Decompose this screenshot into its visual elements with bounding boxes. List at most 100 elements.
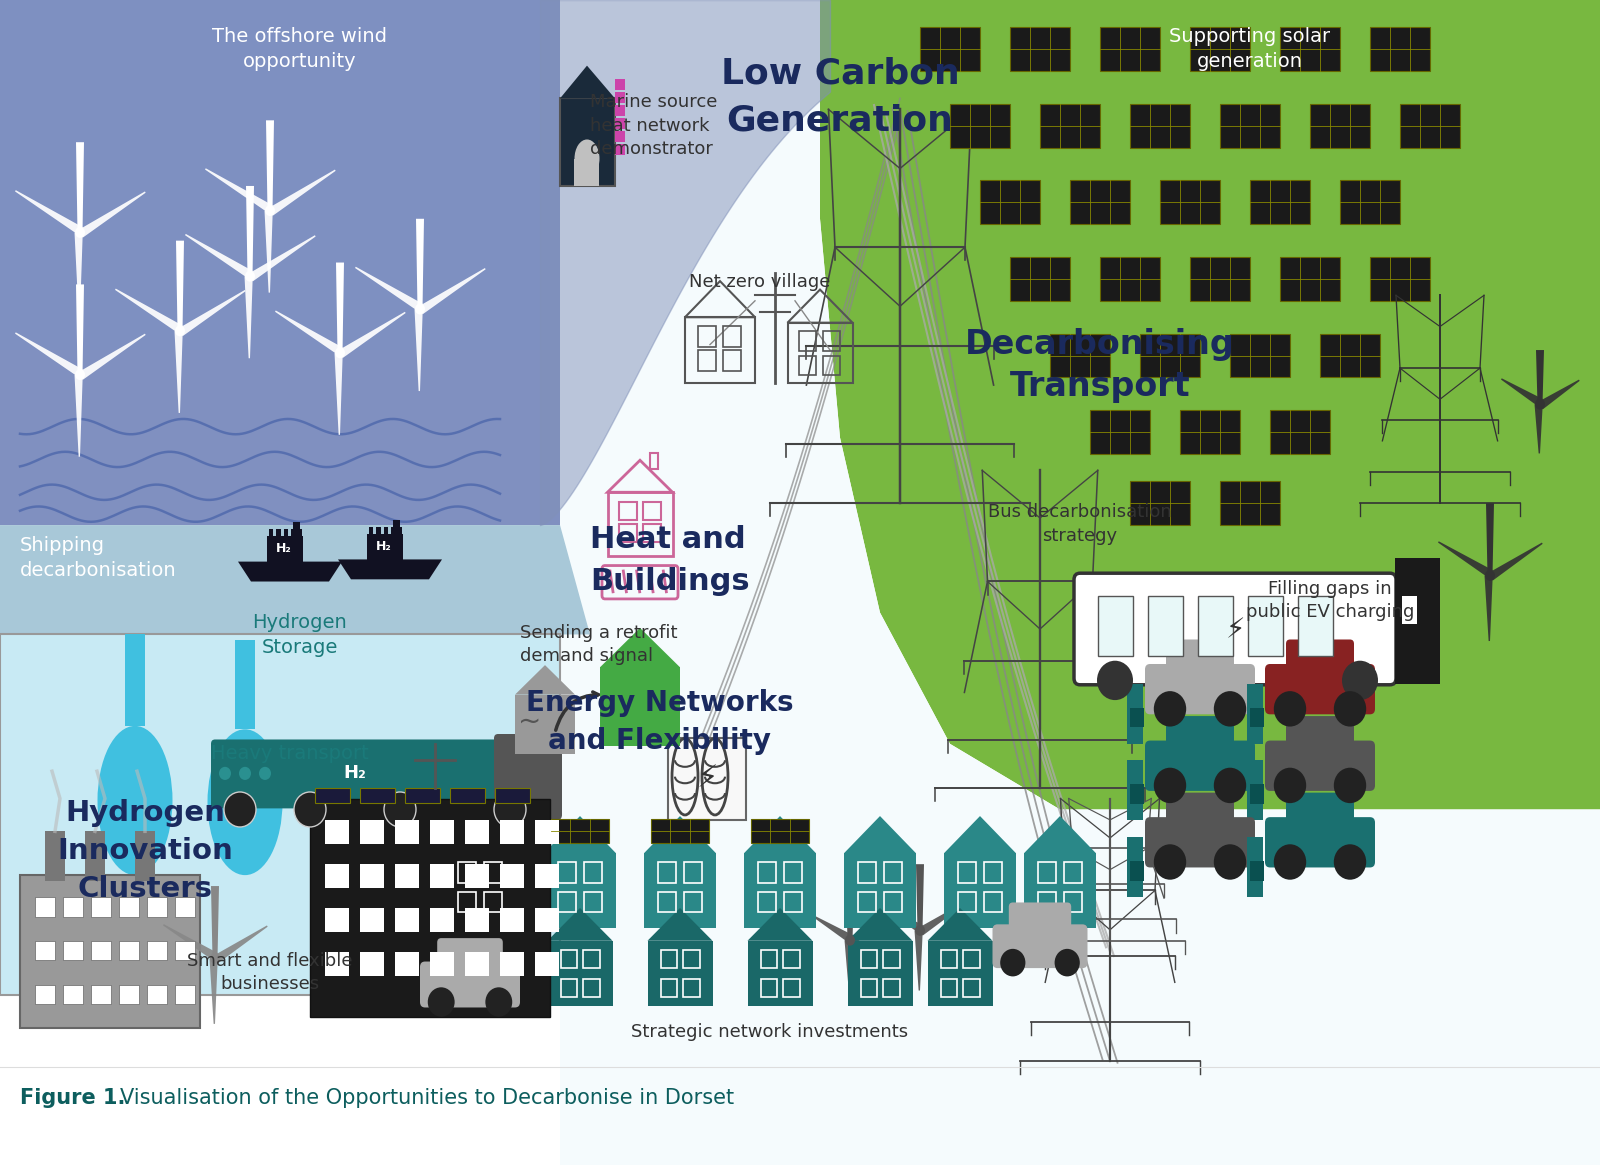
Polygon shape — [0, 525, 590, 635]
Text: Heavy transport: Heavy transport — [211, 743, 370, 763]
Polygon shape — [75, 233, 83, 315]
Bar — [784, 979, 800, 997]
Bar — [1064, 862, 1082, 883]
Polygon shape — [275, 310, 342, 355]
Polygon shape — [416, 219, 424, 309]
Bar — [360, 820, 384, 845]
Bar — [360, 952, 384, 976]
Bar — [1010, 257, 1070, 301]
Bar — [466, 908, 490, 932]
Circle shape — [334, 347, 346, 359]
Bar — [963, 949, 979, 968]
Text: Sending a retrofit
demand signal: Sending a retrofit demand signal — [520, 623, 677, 665]
Bar — [648, 941, 712, 1007]
Bar — [683, 891, 701, 912]
FancyBboxPatch shape — [1266, 741, 1374, 791]
Bar — [1320, 333, 1379, 377]
Text: ⚡: ⚡ — [1226, 616, 1245, 644]
Polygon shape — [186, 234, 253, 278]
Bar — [1160, 181, 1221, 224]
Bar — [450, 788, 485, 803]
Circle shape — [174, 325, 186, 337]
Bar — [1298, 596, 1333, 656]
Polygon shape — [419, 268, 486, 315]
Bar — [398, 527, 402, 534]
Circle shape — [1342, 661, 1378, 700]
Polygon shape — [445, 816, 515, 853]
Bar — [1250, 861, 1264, 881]
Circle shape — [1274, 691, 1306, 727]
Bar — [1280, 27, 1341, 71]
Bar — [544, 853, 616, 927]
Bar — [584, 891, 602, 912]
Polygon shape — [648, 908, 712, 941]
Polygon shape — [336, 262, 344, 353]
Bar — [547, 941, 613, 1007]
Bar — [941, 979, 957, 997]
Bar — [118, 897, 139, 917]
Bar — [430, 952, 454, 976]
Bar — [800, 355, 816, 375]
Polygon shape — [210, 959, 218, 1024]
Polygon shape — [366, 534, 403, 563]
Bar — [1064, 891, 1082, 912]
Polygon shape — [547, 908, 613, 941]
Bar — [1246, 836, 1262, 897]
Polygon shape — [248, 235, 315, 282]
Bar — [698, 326, 715, 347]
Bar — [91, 897, 110, 917]
Bar — [118, 941, 139, 960]
Circle shape — [210, 953, 221, 963]
Bar — [1101, 27, 1160, 71]
Bar — [483, 862, 502, 883]
Bar — [325, 908, 349, 932]
Circle shape — [266, 205, 275, 216]
Circle shape — [1154, 691, 1186, 727]
Text: Filling gaps in
public EV charging: Filling gaps in public EV charging — [1246, 580, 1414, 621]
Bar — [458, 862, 477, 883]
Polygon shape — [918, 901, 968, 935]
Polygon shape — [846, 887, 854, 940]
Polygon shape — [174, 331, 182, 412]
Bar — [984, 862, 1002, 883]
Bar — [1070, 181, 1130, 224]
Bar — [928, 941, 992, 1007]
Bar — [883, 949, 899, 968]
Bar — [62, 941, 83, 960]
Bar — [619, 524, 637, 542]
Bar — [147, 897, 166, 917]
Bar — [269, 529, 274, 536]
Bar — [448, 941, 512, 1007]
Text: Clusters: Clusters — [77, 875, 213, 903]
Text: Visualisation of the Opportunities to Decarbonise in Dorset: Visualisation of the Opportunities to De… — [120, 1088, 734, 1108]
Bar — [118, 984, 139, 1004]
Polygon shape — [872, 899, 923, 933]
Circle shape — [845, 934, 854, 946]
Polygon shape — [238, 562, 342, 581]
Bar — [1246, 761, 1262, 820]
FancyBboxPatch shape — [1074, 573, 1395, 685]
Polygon shape — [269, 170, 336, 216]
Polygon shape — [334, 353, 342, 435]
Polygon shape — [0, 350, 560, 525]
Circle shape — [1098, 661, 1133, 700]
Polygon shape — [78, 333, 146, 380]
Bar — [574, 158, 598, 186]
Bar — [845, 853, 915, 927]
Polygon shape — [944, 816, 1016, 853]
FancyBboxPatch shape — [1166, 640, 1234, 676]
Bar — [944, 853, 1016, 927]
Polygon shape — [266, 120, 274, 211]
Circle shape — [1485, 570, 1494, 581]
Bar — [35, 984, 54, 1004]
Bar — [963, 979, 979, 997]
Text: ⚡: ⚡ — [696, 764, 718, 793]
Bar — [1130, 861, 1144, 881]
Text: Supporting solar
generation: Supporting solar generation — [1170, 27, 1331, 71]
Bar — [883, 862, 902, 883]
Polygon shape — [1485, 576, 1493, 641]
Polygon shape — [448, 908, 512, 941]
Bar — [325, 864, 349, 888]
Polygon shape — [355, 267, 422, 311]
Bar — [822, 355, 840, 375]
